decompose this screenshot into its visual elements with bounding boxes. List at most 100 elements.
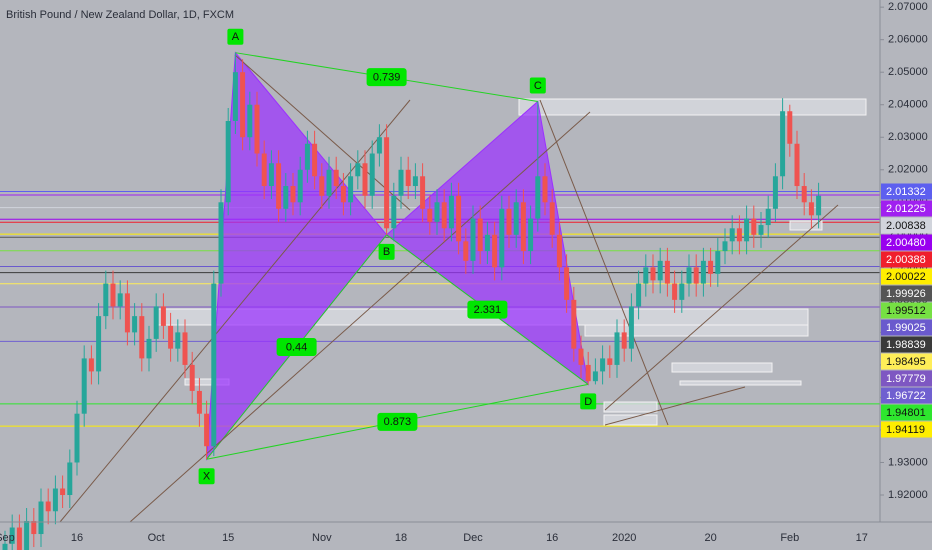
- price-label: 1.97779: [886, 373, 926, 385]
- candle-body: [232, 72, 238, 121]
- candle-body: [427, 208, 433, 222]
- candle-body: [326, 169, 332, 196]
- candle-body: [470, 218, 476, 261]
- candle-body: [340, 186, 346, 203]
- candle-body: [520, 202, 526, 252]
- candle-body: [182, 332, 188, 365]
- candle-body: [211, 283, 217, 447]
- candle-body: [153, 306, 159, 339]
- candle-body: [139, 316, 145, 359]
- price-label-box: [881, 200, 932, 217]
- zone: [603, 414, 658, 426]
- candle-body: [600, 358, 606, 372]
- candle-body: [729, 228, 735, 242]
- ratio-label-box: [467, 300, 508, 319]
- ratio-label: 2.331: [474, 304, 502, 316]
- y-tick-label: 1.93000: [888, 456, 928, 468]
- candle-body: [816, 195, 822, 216]
- x-tick-label: Sep: [0, 532, 15, 544]
- candle-body: [117, 293, 123, 307]
- point-label-box: [198, 468, 215, 485]
- zone: [518, 98, 867, 116]
- price-label-box: [881, 370, 932, 387]
- candles: [2, 52, 822, 550]
- price-label: 1.94801: [886, 407, 926, 419]
- price-label-box: [881, 251, 932, 268]
- price-label: 2.01332: [886, 186, 926, 198]
- candle-body: [225, 120, 231, 203]
- candle-body: [196, 390, 202, 414]
- candle-body: [218, 202, 224, 284]
- y-tick-label: 2.07000: [888, 1, 928, 13]
- candle-body: [477, 218, 483, 252]
- point-label: B: [383, 246, 390, 258]
- candle-body: [333, 169, 339, 187]
- price-label: 1.94119: [886, 424, 925, 436]
- y-tick-label: 2.02000: [888, 164, 928, 176]
- candle-body: [542, 176, 548, 203]
- price-label: 1.98839: [886, 339, 926, 351]
- x-tick-label: Oct: [148, 532, 165, 544]
- candle-body: [175, 332, 181, 349]
- zone: [671, 362, 773, 373]
- candle-body: [722, 241, 728, 252]
- point-label: C: [534, 80, 542, 92]
- candle-body: [506, 208, 512, 235]
- candle-body: [67, 462, 73, 496]
- candle-body: [283, 186, 289, 209]
- candle-body: [664, 260, 670, 284]
- y-tick-label: 2.03000: [888, 131, 928, 143]
- candle-body: [736, 228, 742, 242]
- x-tick-label: 15: [222, 532, 234, 544]
- price-label: 2.00022: [886, 271, 926, 283]
- candle-body: [297, 169, 303, 203]
- price-label-box: [881, 336, 932, 353]
- candle-body: [81, 358, 87, 414]
- ratio-label-box: [276, 338, 317, 357]
- price-label-box: [881, 421, 932, 438]
- candle-body: [556, 234, 562, 268]
- candle-body: [564, 267, 570, 300]
- candle-body: [578, 348, 584, 365]
- candle-body: [621, 332, 627, 349]
- candle-body: [189, 364, 195, 391]
- trend-line: [539, 99, 669, 426]
- candle-body: [132, 316, 138, 333]
- price-label: 2.00388: [886, 254, 926, 266]
- price-label-box: [881, 387, 932, 404]
- candle-body: [801, 186, 807, 203]
- candle-body: [124, 293, 130, 333]
- candle-body: [614, 332, 620, 365]
- candle-body: [808, 202, 814, 216]
- candle-body: [686, 267, 692, 284]
- candle-body: [290, 186, 296, 203]
- candle-body: [261, 153, 267, 187]
- candle-body: [650, 267, 656, 281]
- price-label-box: [881, 353, 932, 370]
- candle-body: [304, 143, 310, 170]
- candle-body: [52, 488, 58, 512]
- price-label: 1.99025: [886, 322, 926, 334]
- candle-body: [787, 111, 793, 144]
- point-label-box: [378, 243, 395, 260]
- candle-body: [312, 143, 318, 177]
- candle-body: [376, 137, 382, 154]
- candle-body: [405, 169, 411, 187]
- x-tick-label: 16: [71, 532, 83, 544]
- candle-body: [484, 234, 490, 252]
- candle-body: [693, 267, 699, 284]
- candle-body: [276, 163, 282, 209]
- candle-body: [319, 176, 325, 196]
- x-tick-label: Dec: [463, 532, 483, 544]
- price-label-box: [881, 234, 932, 251]
- candle-body: [412, 176, 418, 187]
- candle-body: [60, 488, 66, 496]
- price-label-box: [881, 217, 932, 234]
- candle-body: [549, 202, 555, 235]
- candle-body: [492, 234, 498, 268]
- candle-body: [780, 111, 786, 177]
- candle-body: [751, 218, 757, 235]
